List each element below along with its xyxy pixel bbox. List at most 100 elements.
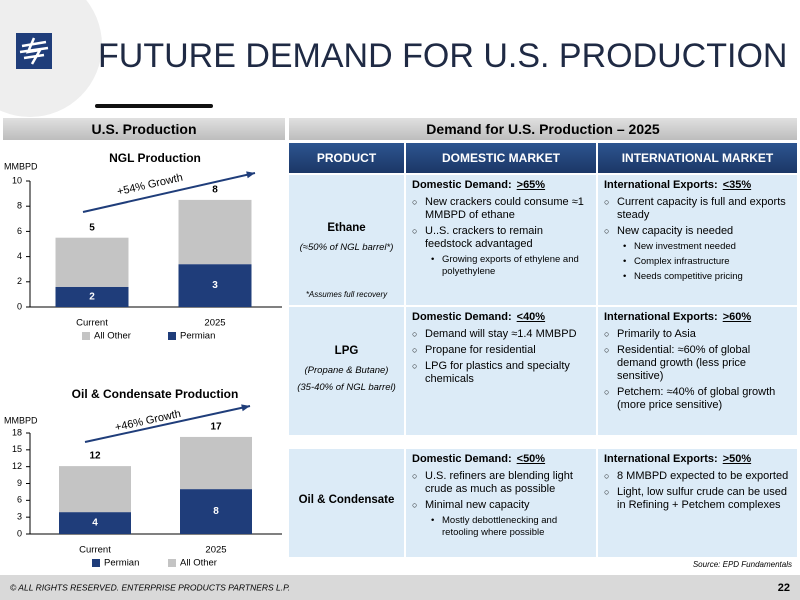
bar-segment [178, 264, 252, 307]
growth-arrow-head [241, 404, 250, 412]
y-tick-label: 4 [17, 251, 22, 261]
bullet-item: Primarily to Asia [604, 328, 791, 341]
bullet-item: LPG for plastics and specialty chemicals [412, 360, 590, 386]
legend-label: Permian [104, 558, 139, 569]
bullet-item: Light, low sulfur crude can be used in R… [604, 486, 791, 512]
heading-value: <35% [722, 179, 752, 191]
value-label: 2 [89, 292, 95, 303]
y-tick-label: 18 [12, 427, 22, 437]
heading-value: <40% [516, 311, 546, 323]
growth-arrow [84, 405, 251, 443]
heading-text: International Exports: [604, 311, 718, 323]
column-header: DOMESTIC MARKET [406, 143, 596, 173]
panel-title: U.S. Production [3, 118, 285, 140]
product-name: LPG [334, 344, 359, 357]
bar-segment [59, 466, 131, 513]
international-cell: International Exports: >60% Primarily to A… [598, 307, 797, 435]
market-heading: Domestic Demand: <50% [412, 453, 590, 466]
bullet-item: Petchem: ≈40% of global growth (more pri… [604, 386, 791, 412]
sub-bullet: Mostly debottlenecking and retooling whe… [412, 515, 590, 539]
y-tick-label: 6 [17, 495, 22, 505]
table-title: Demand for U.S. Production – 2025 [289, 118, 797, 140]
market-heading: International Exports: >60% [604, 311, 791, 324]
y-tick-label: 2 [17, 276, 22, 286]
heading-text: Domestic Demand: [412, 453, 512, 465]
heading-value: >50% [722, 453, 752, 465]
y-axis-label: MMBPD [4, 415, 38, 425]
heading-text: International Exports: [604, 453, 718, 465]
logo-mark [19, 37, 49, 65]
product-detail: (≈50% of NGL barrel*) [299, 242, 394, 253]
x-tick-label: 2025 [204, 318, 225, 329]
product-detail: (35-40% of NGL barrel) [297, 381, 396, 393]
product-cell: Oil & Condensate [289, 449, 404, 557]
heading-value: >65% [516, 179, 546, 191]
bar-segment [180, 489, 252, 534]
y-tick-label: 3 [17, 512, 22, 522]
source-note: Source: EPD Fundamentals [692, 560, 792, 569]
sub-bullet: New investment needed [604, 241, 791, 253]
total-label: 17 [210, 422, 222, 433]
growth-annotation: +54% Growth [116, 172, 184, 199]
sub-bullet: Needs competitive pricing [604, 271, 791, 283]
sub-bullet: Growing exports of ethylene and polyethy… [412, 254, 590, 278]
column-header: PRODUCT [289, 143, 404, 173]
heading-text: Domestic Demand: [412, 179, 512, 191]
market-heading: Domestic Demand: <40% [412, 311, 590, 324]
column-header: INTERNATIONAL MARKET [598, 143, 797, 173]
sub-bullet: Complex infrastructure [604, 256, 791, 268]
domestic-cell: Domestic Demand: <50% U.S. refiners are bl… [406, 449, 596, 557]
bar-segment [180, 436, 252, 490]
heading-text: Domestic Demand: [412, 311, 512, 323]
growth-arrow-head [246, 171, 255, 179]
x-tick-label: 2025 [205, 545, 226, 556]
product-note: *Assumes full recovery [305, 290, 388, 299]
bullet-item: Minimal new capacity [412, 499, 590, 512]
bar-segment [59, 512, 131, 534]
bullet-item: U.S. refiners are blending light crude a… [412, 470, 590, 496]
domestic-cell: Domestic Demand: <40% Demand will stay ≈1.… [406, 307, 596, 435]
y-tick-label: 6 [17, 226, 22, 236]
legend-swatch [168, 559, 176, 567]
heading-value: >60% [722, 311, 752, 323]
y-axis-label: MMBPD [4, 161, 38, 171]
total-label: 5 [89, 222, 95, 233]
international-cell: International Exports: <35% Current capaci… [598, 175, 797, 305]
legend-label: Permian [180, 331, 215, 342]
bullet-item: 8 MMBPD expected to be exported [604, 470, 791, 483]
bullet-item: Residential: ≈60% of global demand growt… [604, 344, 791, 383]
legend-swatch [82, 332, 90, 340]
bullet-item: New crackers could consume ≈1 MMBPD of e… [412, 196, 590, 222]
x-tick-label: Current [79, 545, 111, 556]
value-label: 4 [92, 518, 98, 529]
legend-swatch [168, 332, 176, 340]
y-tick-label: 9 [17, 478, 22, 488]
value-label: 8 [213, 506, 219, 517]
legend-label: All Other [180, 558, 217, 569]
slide-title: FUTURE DEMAND FOR U.S. PRODUCTION [98, 37, 787, 75]
growth-arrow [82, 172, 256, 213]
bullet-item: Current capacity is full and exports ste… [604, 196, 791, 222]
market-heading: Domestic Demand: >65% [412, 179, 590, 192]
y-tick-label: 15 [12, 444, 22, 454]
bullet-item: Demand will stay ≈1.4 MMBPD [412, 328, 590, 341]
domestic-cell: Domestic Demand: >65% New crackers could c… [406, 175, 596, 305]
bar-segment [55, 286, 129, 307]
market-heading: International Exports: >50% [604, 453, 791, 466]
product-name: Oil & Condensate [298, 493, 395, 506]
heading-text: International Exports: [604, 179, 718, 191]
bullet-item: U..S. crackers to remain feedstock advan… [412, 225, 590, 251]
chart-title: NGL Production [109, 151, 201, 165]
y-tick-label: 10 [12, 175, 22, 185]
market-heading: International Exports: <35% [604, 179, 791, 192]
growth-annotation: +46% Growth [114, 408, 182, 434]
bar-segment [178, 199, 252, 265]
total-label: 12 [89, 451, 101, 462]
footer-bar [0, 575, 800, 600]
page-number: 22 [778, 582, 790, 594]
legend-label: All Other [94, 331, 131, 342]
y-tick-label: 0 [17, 301, 22, 311]
product-detail: (Propane & Butane) [304, 364, 389, 376]
